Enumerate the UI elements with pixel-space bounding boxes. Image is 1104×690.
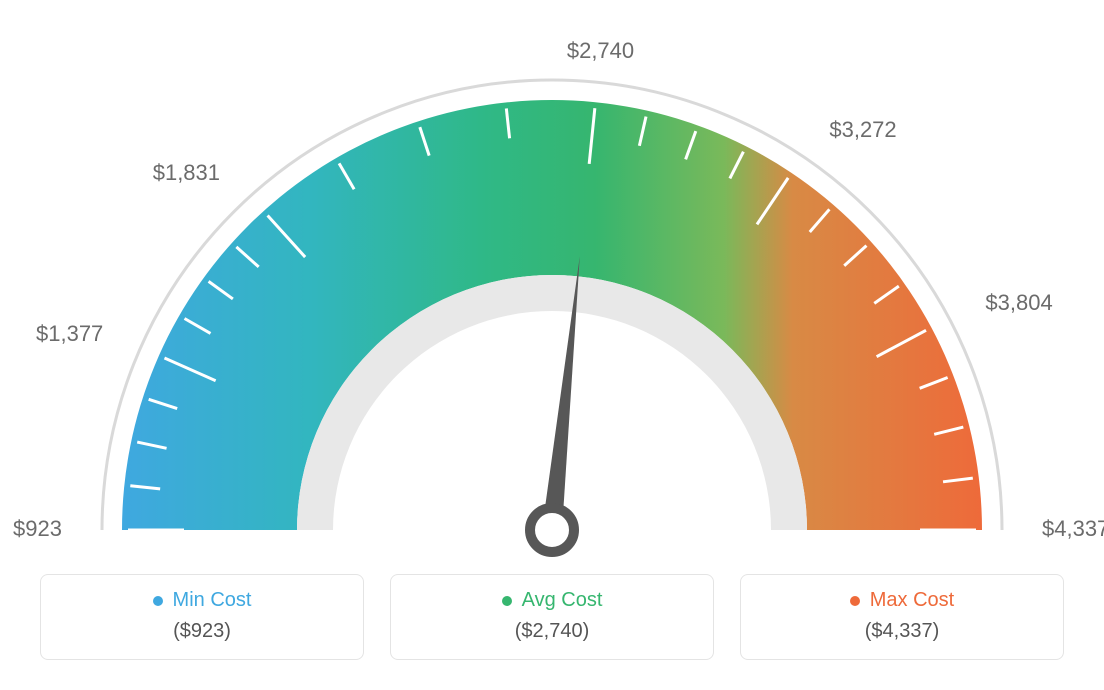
gauge-tick-label: $923: [0, 516, 62, 542]
avg-cost-title: Avg Cost: [522, 589, 603, 612]
gauge-tick-label: $2,740: [561, 38, 641, 64]
gauge-chart: $923 $1,377 $1,831 $2,740 $3,272 $3,804 $4,337: [0, 0, 1104, 560]
min-cost-card: Min Cost ($923): [40, 574, 364, 660]
gauge-tick-label: $3,272: [829, 117, 896, 143]
gauge-tick-label: $4,337: [1042, 516, 1104, 542]
gauge-tick-label: $1,377: [0, 321, 103, 347]
avg-cost-card: Avg Cost ($2,740): [390, 574, 714, 660]
gauge-svg: [42, 40, 1062, 600]
gauge-tick-label: $3,804: [985, 290, 1052, 316]
summary-cards: Min Cost ($923) Avg Cost ($2,740) Max Co…: [40, 574, 1064, 660]
min-dot: [153, 596, 163, 606]
max-cost-card: Max Cost ($4,337): [740, 574, 1064, 660]
avg-dot: [502, 596, 512, 606]
max-dot: [850, 596, 860, 606]
max-cost-value: ($4,337): [759, 620, 1045, 643]
avg-cost-value: ($2,740): [409, 620, 695, 643]
max-cost-title: Max Cost: [870, 589, 954, 612]
min-cost-title: Min Cost: [173, 589, 252, 612]
min-cost-value: ($923): [59, 620, 345, 643]
gauge-tick-label: $1,831: [110, 160, 220, 186]
